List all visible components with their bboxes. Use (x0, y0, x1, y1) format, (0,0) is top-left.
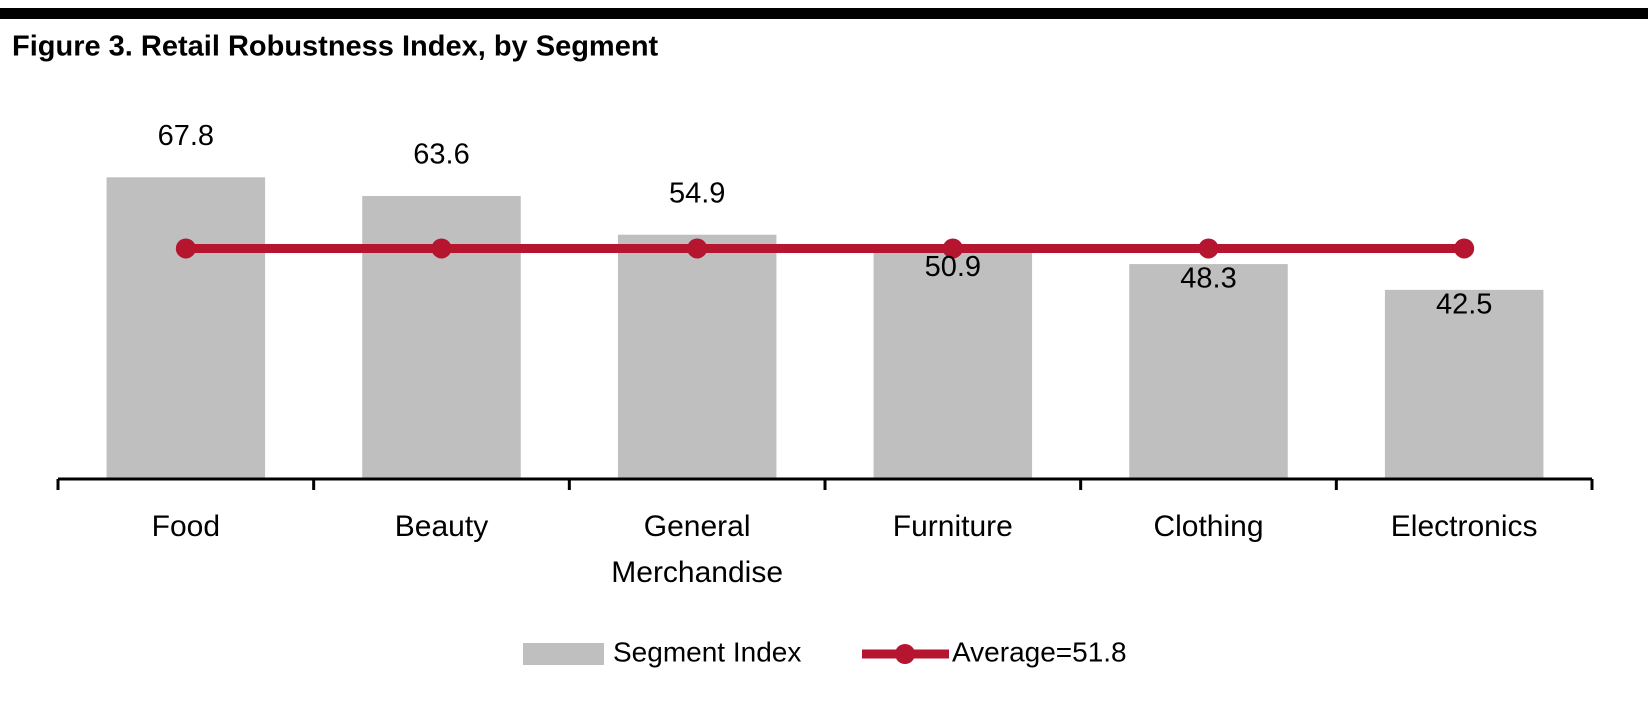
data-label: 54.9 (669, 177, 725, 209)
average-marker (942, 238, 963, 259)
legend-label: Segment Index (613, 636, 801, 667)
bar (106, 177, 266, 480)
data-label: 48.3 (1180, 263, 1236, 295)
bar (362, 195, 521, 480)
x-tick-label: Electronics (1390, 510, 1538, 543)
legend-swatch (523, 643, 604, 665)
bar (873, 252, 1033, 479)
data-label: 67.8 (158, 120, 214, 152)
average-marker (175, 238, 196, 259)
average-marker (431, 238, 452, 259)
chart-title: Figure 3. Retail Robustness Index, by Se… (12, 31, 659, 63)
average-marker (687, 238, 708, 259)
data-label: 63.6 (413, 139, 469, 171)
data-label: 42.5 (1436, 289, 1492, 321)
legend-label: Average=51.8 (952, 636, 1127, 667)
average-marker (1198, 238, 1219, 259)
x-tick-label: Beauty (394, 510, 489, 543)
data-label: 50.9 (925, 251, 981, 283)
x-tick-label: Clothing (1153, 510, 1264, 543)
x-tick-label: General Merchandise (611, 510, 784, 589)
legend-marker (895, 644, 915, 664)
x-tick-label: Furniture (892, 510, 1013, 543)
bar (1384, 289, 1544, 479)
top-rule (0, 8, 1648, 19)
bar (617, 234, 777, 479)
x-tick-label: Food (151, 510, 221, 543)
bar (1129, 264, 1288, 479)
average-marker (1454, 238, 1475, 259)
